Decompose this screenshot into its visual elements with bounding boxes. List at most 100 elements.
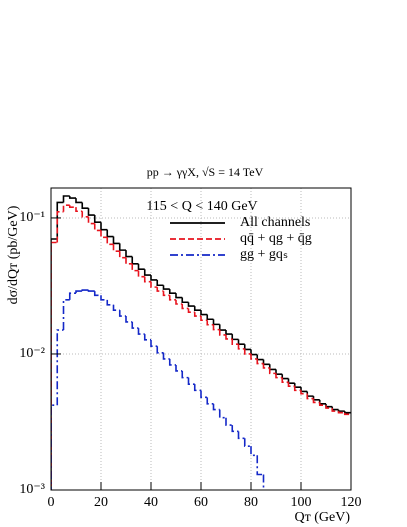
histogram-step [250, 353, 258, 360]
histogram-step [268, 367, 276, 375]
histogram-step [156, 346, 164, 354]
histogram-step [306, 391, 314, 397]
histogram-step [237, 344, 245, 350]
histogram-step [175, 299, 183, 305]
histogram-step [106, 299, 114, 306]
histogram-step [231, 334, 239, 341]
histogram-step [181, 370, 189, 379]
histogram-step [256, 358, 264, 365]
histogram-step [51, 238, 58, 490]
histogram-step [343, 411, 351, 414]
histogram-step [175, 364, 183, 372]
histogram-step [75, 207, 83, 213]
histogram-step [125, 316, 133, 323]
histogram-step [125, 250, 133, 258]
histogram-step [281, 377, 289, 384]
histogram-step [225, 417, 233, 426]
histogram-step [131, 256, 139, 265]
histogram-step [150, 339, 158, 348]
histogram-step [212, 324, 220, 331]
histogram-step [225, 330, 233, 335]
histogram-step [212, 403, 220, 411]
histogram-step [175, 293, 183, 299]
histogram-step [312, 398, 320, 404]
histogram-step [331, 406, 339, 411]
histogram-step [150, 281, 158, 288]
axes: 0 20 40 60 80 100 120 10⁻³ 10⁻² 10⁻¹ [19, 210, 361, 510]
histogram-step [306, 393, 314, 400]
histogram-step [200, 316, 208, 322]
histogram-step [137, 328, 145, 335]
histogram-step [293, 383, 301, 388]
legend-label: qq̄ + qg + q̄g [240, 231, 312, 246]
histogram-step [106, 237, 114, 246]
histogram-step [81, 289, 89, 292]
histogram-step [200, 310, 208, 316]
histogram-step [131, 263, 139, 272]
histogram-step [118, 243, 126, 251]
histogram-step [250, 349, 258, 356]
legend-label: gg + gqₛ [240, 247, 288, 262]
histogram-step [100, 295, 108, 301]
histogram-step [200, 390, 208, 399]
histogram-step [143, 334, 151, 341]
histogram-step [343, 412, 351, 416]
histogram-step [81, 202, 89, 209]
histogram-step [118, 251, 126, 259]
histogram-step [56, 210, 64, 243]
histogram-step [62, 195, 70, 203]
histogram-step [193, 306, 201, 311]
histogram-step [300, 390, 308, 395]
histogram-step [75, 290, 83, 294]
histogram-step [231, 425, 239, 433]
histogram-step [218, 329, 226, 336]
histogram-step [112, 236, 120, 245]
histogram-step [293, 386, 301, 392]
y-axis-label: dσ/dQᴛ (pb/GeV) [6, 205, 21, 304]
histogram-step [87, 290, 95, 292]
histogram-step [256, 354, 264, 361]
histogram-step [68, 195, 76, 199]
histogram-step [275, 373, 283, 379]
x-tick-label: 20 [94, 495, 108, 510]
plot-area [51, 195, 351, 490]
x-tick-label: 120 [341, 495, 362, 510]
histogram-step [156, 287, 164, 292]
histogram-step [287, 378, 295, 384]
histogram-step [100, 222, 108, 231]
histogram-step [312, 396, 320, 401]
histogram-step [112, 244, 120, 252]
histogram-step [93, 223, 101, 232]
histogram-step [168, 358, 176, 366]
histogram-step [193, 312, 201, 317]
histogram-step [206, 314, 214, 321]
histogram-step [162, 291, 170, 297]
histogram-step [137, 263, 145, 270]
histogram-step [187, 308, 195, 313]
histogram-step [51, 241, 58, 490]
histogram-step [187, 377, 195, 385]
histogram-step [337, 409, 345, 412]
histogram-step [156, 279, 164, 287]
histogram-step [150, 275, 158, 281]
histogram-step [62, 299, 70, 331]
x-axis-label: Qᴛ (GeV) [295, 510, 351, 525]
histogram-step [268, 364, 276, 371]
histogram-step [206, 397, 214, 405]
histogram-step [51, 404, 58, 490]
histogram-step [68, 292, 76, 300]
histogram-step [318, 402, 326, 407]
histogram-step [68, 205, 76, 208]
histogram-step [325, 405, 333, 409]
histogram-step [212, 319, 220, 326]
histogram-step [318, 399, 326, 405]
histogram-step [218, 409, 226, 419]
histogram-step [131, 321, 139, 329]
histogram-step [287, 382, 295, 387]
histogram-step [56, 201, 64, 240]
histogram-step [125, 257, 133, 265]
histogram-step [206, 320, 214, 326]
histogram-step [262, 363, 270, 369]
histogram-step [256, 455, 264, 476]
histogram-step [243, 348, 251, 355]
